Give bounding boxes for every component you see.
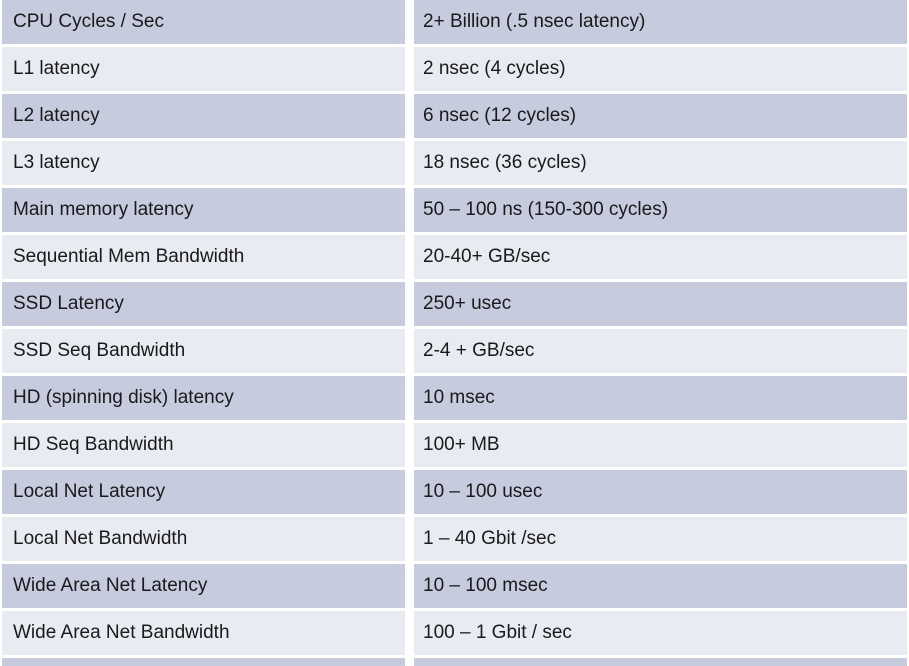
value-cell: 2-4 + GB/sec (414, 329, 907, 373)
table-row: Sequential Mem Bandwidth 20-40+ GB/sec (2, 235, 907, 279)
value-cell: 10 – 100 msec (414, 564, 907, 608)
metric-cell: HD Seq Bandwidth (2, 423, 405, 467)
value-cell: 6 nsec (12 cycles) (414, 94, 907, 138)
value-cell: 2+ Billion (.5 nsec latency) (414, 0, 907, 44)
table-row: Wide Area Net Latency 10 – 100 msec (2, 564, 907, 608)
table-row: CPU Cycles / Sec 2+ Billion (.5 nsec lat… (2, 0, 907, 44)
metric-cell: HD (spinning disk) latency (2, 376, 405, 420)
table-row: Main memory latency 50 – 100 ns (150-300… (2, 188, 907, 232)
metric-cell: L3 latency (2, 141, 405, 185)
metric-cell (2, 658, 405, 666)
metric-cell: SSD Seq Bandwidth (2, 329, 405, 373)
value-cell: 20-40+ GB/sec (414, 235, 907, 279)
value-cell: 250+ usec (414, 282, 907, 326)
metric-cell: Sequential Mem Bandwidth (2, 235, 405, 279)
metric-cell: Wide Area Net Latency (2, 564, 405, 608)
table-row: HD (spinning disk) latency 10 msec (2, 376, 907, 420)
metric-cell: Main memory latency (2, 188, 405, 232)
value-cell (414, 658, 907, 666)
table-row: SSD Seq Bandwidth 2-4 + GB/sec (2, 329, 907, 373)
table-row: Wide Area Net Bandwidth 100 – 1 Gbit / s… (2, 611, 907, 655)
metric-cell: Local Net Bandwidth (2, 517, 405, 561)
table-row: L2 latency 6 nsec (12 cycles) (2, 94, 907, 138)
table-row: SSD Latency 250+ usec (2, 282, 907, 326)
value-cell: 100 – 1 Gbit / sec (414, 611, 907, 655)
metric-cell: SSD Latency (2, 282, 405, 326)
table-row: HD Seq Bandwidth 100+ MB (2, 423, 907, 467)
metric-cell: CPU Cycles / Sec (2, 0, 405, 44)
table-row: Local Net Latency 10 – 100 usec (2, 470, 907, 514)
table-row: L3 latency 18 nsec (36 cycles) (2, 141, 907, 185)
value-cell: 18 nsec (36 cycles) (414, 141, 907, 185)
value-cell: 2 nsec (4 cycles) (414, 47, 907, 91)
value-cell: 10 msec (414, 376, 907, 420)
metric-cell: L2 latency (2, 94, 405, 138)
value-cell: 50 – 100 ns (150-300 cycles) (414, 188, 907, 232)
table-row: Local Net Bandwidth 1 – 40 Gbit /sec (2, 517, 907, 561)
table-row: L1 latency 2 nsec (4 cycles) (2, 47, 907, 91)
value-cell: 1 – 40 Gbit /sec (414, 517, 907, 561)
metric-cell: Local Net Latency (2, 470, 405, 514)
value-cell: 100+ MB (414, 423, 907, 467)
metric-cell: L1 latency (2, 47, 405, 91)
metric-cell: Wide Area Net Bandwidth (2, 611, 405, 655)
value-cell: 10 – 100 usec (414, 470, 907, 514)
cutoff-next-row (2, 658, 907, 666)
